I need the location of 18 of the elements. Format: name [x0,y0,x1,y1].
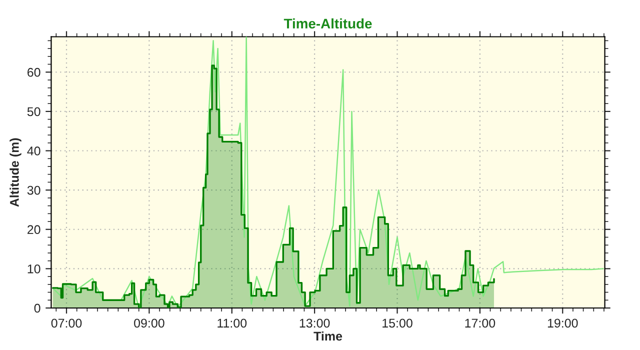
x-tick-label: 15:00 [382,318,412,328]
y-tick-label: 30 [27,186,40,195]
y-tick-label: 20 [28,225,40,234]
y-tick-label: 50 [27,107,40,116]
x-tick-label: 07:00 [51,318,82,328]
y-tick-label: 60 [28,68,40,77]
chart-title: Time-Altitude [284,18,372,29]
y-tick-label: 0 [34,304,40,313]
y-tick-label: 10 [28,264,40,274]
x-tick-label: 19:00 [548,318,578,328]
x-tick-label: 09:00 [134,318,164,328]
y-axis-title: Altitude (m) [10,138,22,207]
x-tick-label: 13:00 [300,318,330,328]
x-tick-label: 11:00 [218,318,247,328]
y-tick-label: 40 [27,146,40,156]
line-series [52,36,604,308]
x-tick-label: 17:00 [465,318,496,328]
x-axis-title: Time [314,331,342,341]
